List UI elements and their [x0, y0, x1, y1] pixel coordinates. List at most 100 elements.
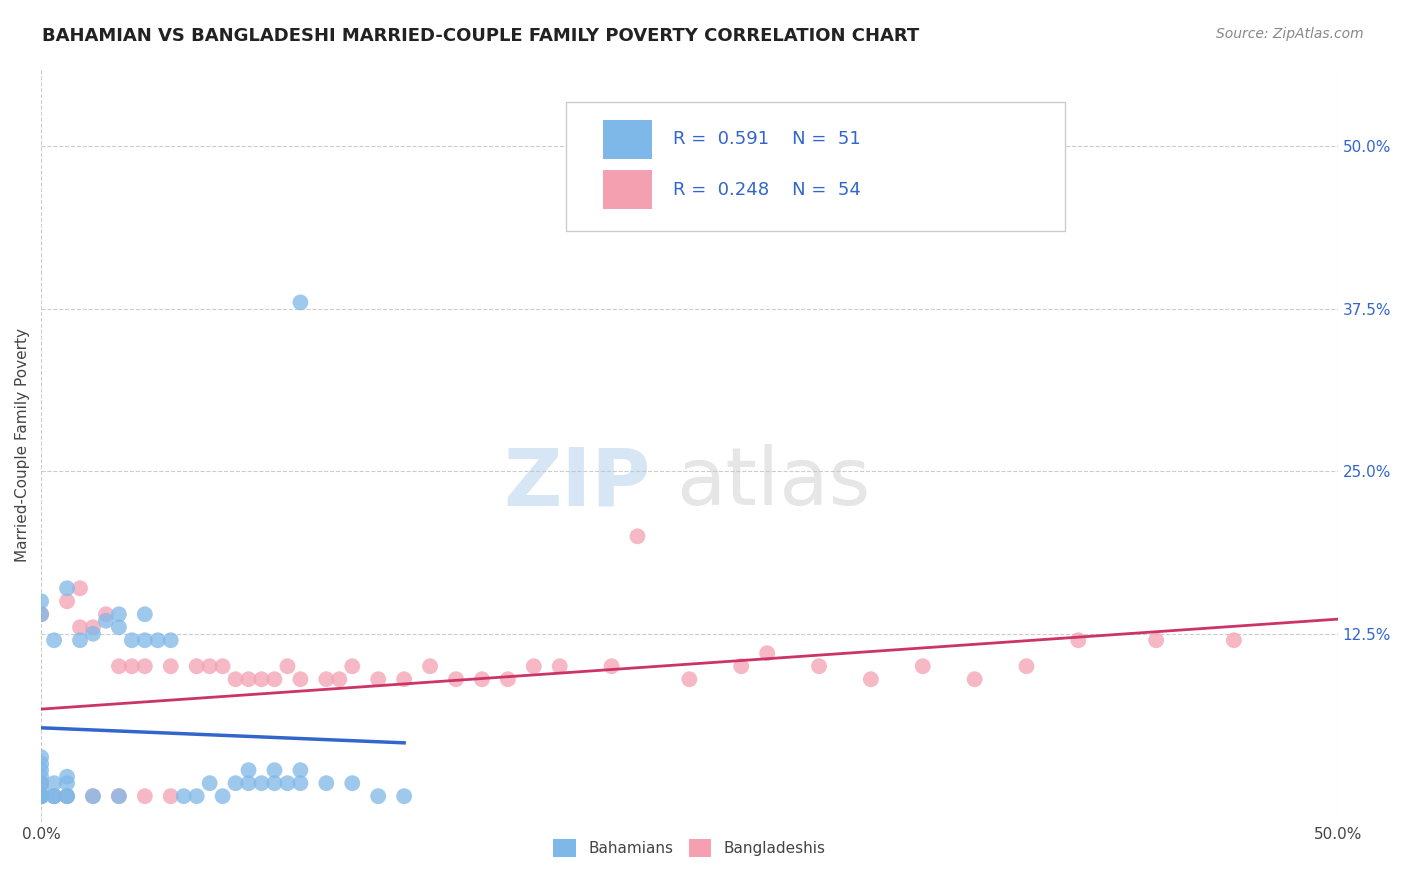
Point	[30, 776, 52, 790]
Point	[211, 659, 233, 673]
Point	[471, 672, 494, 686]
Point	[30, 789, 52, 804]
Point	[108, 659, 131, 673]
Point	[444, 672, 467, 686]
Point	[30, 607, 52, 622]
Point	[198, 659, 221, 673]
Point	[30, 756, 52, 771]
FancyBboxPatch shape	[567, 103, 1066, 230]
Text: Source: ZipAtlas.com: Source: ZipAtlas.com	[1216, 27, 1364, 41]
Point	[56, 594, 79, 608]
Bar	[603, 170, 652, 210]
Point	[42, 789, 65, 804]
Point	[82, 626, 104, 640]
Point	[69, 620, 91, 634]
Point	[392, 672, 415, 686]
Point	[250, 672, 273, 686]
Point	[30, 789, 52, 804]
Point	[30, 789, 52, 804]
Bar	[603, 120, 652, 159]
Text: BAHAMIAN VS BANGLADESHI MARRIED-COUPLE FAMILY POVERTY CORRELATION CHART: BAHAMIAN VS BANGLADESHI MARRIED-COUPLE F…	[42, 27, 920, 45]
Point	[225, 672, 247, 686]
Point	[367, 789, 389, 804]
Point	[82, 620, 104, 634]
Point	[263, 763, 285, 777]
Point	[328, 672, 350, 686]
Point	[108, 789, 131, 804]
Point	[1067, 633, 1090, 648]
Point	[121, 659, 143, 673]
Point	[315, 672, 337, 686]
Point	[496, 672, 519, 686]
Point	[250, 776, 273, 790]
Y-axis label: Married-Couple Family Poverty: Married-Couple Family Poverty	[15, 328, 30, 562]
Point	[367, 672, 389, 686]
Point	[30, 750, 52, 764]
Point	[290, 295, 312, 310]
Point	[238, 672, 260, 686]
Point	[1144, 633, 1167, 648]
Point	[30, 770, 52, 784]
Legend: Bahamians, Bangladeshis: Bahamians, Bangladeshis	[547, 832, 832, 863]
Text: R =  0.248    N =  54: R = 0.248 N = 54	[672, 181, 860, 199]
Point	[276, 659, 298, 673]
Point	[263, 776, 285, 790]
Point	[30, 776, 52, 790]
Point	[186, 789, 208, 804]
Point	[30, 789, 52, 804]
Point	[290, 776, 312, 790]
Point	[56, 581, 79, 595]
Point	[69, 633, 91, 648]
Point	[56, 770, 79, 784]
Point	[56, 789, 79, 804]
Point	[56, 776, 79, 790]
Point	[56, 789, 79, 804]
Point	[134, 659, 156, 673]
Point	[173, 789, 195, 804]
Point	[238, 776, 260, 790]
Point	[315, 776, 337, 790]
Point	[146, 633, 169, 648]
Point	[159, 659, 181, 673]
Point	[1223, 633, 1246, 648]
Point	[225, 776, 247, 790]
Point	[42, 789, 65, 804]
Point	[159, 789, 181, 804]
Point	[626, 529, 648, 543]
Point	[108, 789, 131, 804]
Point	[30, 782, 52, 797]
Point	[82, 789, 104, 804]
Point	[211, 789, 233, 804]
Point	[198, 776, 221, 790]
Point	[134, 789, 156, 804]
Point	[159, 633, 181, 648]
Point	[82, 789, 104, 804]
Point	[56, 789, 79, 804]
Point	[108, 620, 131, 634]
Point	[134, 633, 156, 648]
Point	[108, 607, 131, 622]
Text: ZIP: ZIP	[503, 444, 651, 522]
Point	[678, 672, 700, 686]
Point	[600, 659, 623, 673]
Point	[42, 776, 65, 790]
Point	[342, 776, 364, 790]
Point	[30, 607, 52, 622]
Point	[30, 763, 52, 777]
Point	[392, 789, 415, 804]
Point	[911, 659, 934, 673]
Point	[859, 672, 882, 686]
Point	[276, 776, 298, 790]
Point	[30, 789, 52, 804]
Point	[42, 789, 65, 804]
Point	[121, 633, 143, 648]
Point	[186, 659, 208, 673]
Point	[238, 763, 260, 777]
Point	[30, 776, 52, 790]
Point	[756, 646, 779, 660]
Point	[94, 607, 117, 622]
Point	[42, 633, 65, 648]
Point	[548, 659, 571, 673]
Point	[290, 672, 312, 686]
Point	[94, 614, 117, 628]
